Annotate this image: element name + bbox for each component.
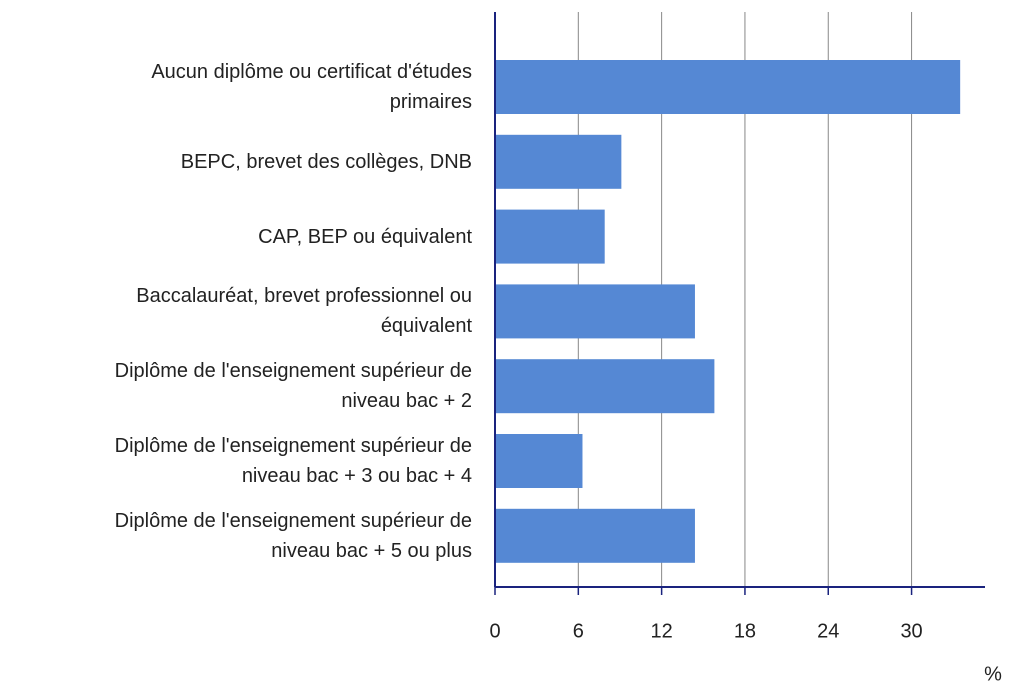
y-tick-label: Aucun diplôme ou certificat d'études pri…: [151, 61, 472, 113]
y-tick-label: Diplôme de l'enseignement supérieur de n…: [114, 509, 472, 562]
x-tick-label: 0: [489, 620, 500, 642]
x-tick-label: 30: [900, 620, 922, 642]
x-tick-label: 6: [573, 620, 584, 642]
bar: [495, 508, 695, 563]
x-tick-label: 12: [651, 620, 673, 642]
x-axis-label: %: [984, 663, 1002, 685]
bar: [495, 284, 695, 339]
y-tick-label: CAP, BEP ou équivalent: [258, 225, 472, 248]
bar: [495, 60, 961, 114]
bar: [495, 209, 605, 264]
x-tick-label: 18: [734, 620, 756, 642]
bar: [495, 134, 622, 189]
y-tick-label: Diplôme de l'enseignement supérieur de n…: [114, 360, 472, 413]
y-tick-label: BEPC, brevet des collèges, DNB: [180, 150, 472, 173]
y-tick-label: Diplôme de l'enseignement supérieur de n…: [114, 435, 472, 487]
y-tick-label: Baccalauréat, brevet professionnel ou éq…: [136, 285, 472, 338]
bar: [495, 434, 583, 488]
x-tick-label: 24: [817, 620, 839, 642]
bar: [495, 359, 715, 414]
